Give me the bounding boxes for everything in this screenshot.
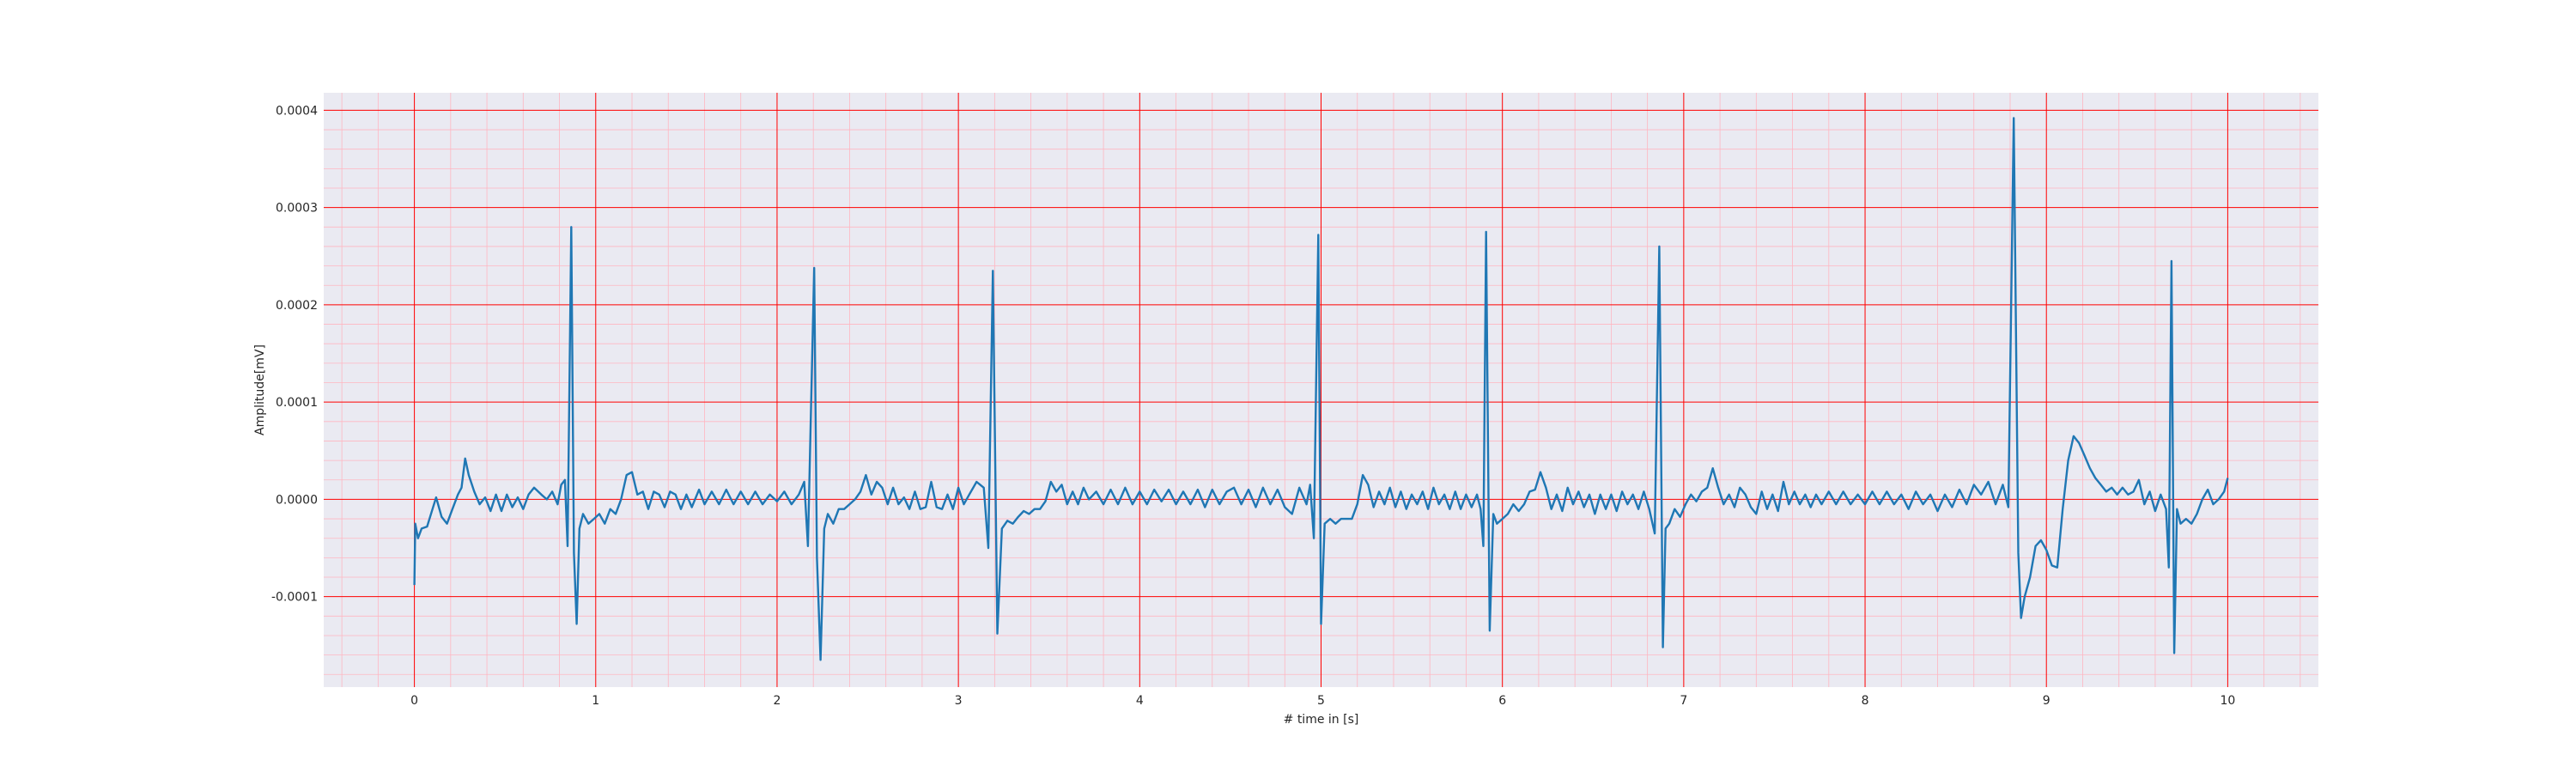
- x-tick-label: 10: [2220, 694, 2235, 708]
- y-tick-label: 0.0001: [276, 396, 318, 410]
- x-tick-label: 0: [410, 694, 418, 708]
- x-tick-label: 7: [1680, 694, 1687, 708]
- x-tick-label: 3: [955, 694, 963, 708]
- y-axis-ticks: -0.0001 0.0000 0.0001 0.0002 0.0003 0.0004: [271, 104, 318, 604]
- x-tick-label: 9: [2043, 694, 2050, 708]
- x-axis-ticks: 0 1 2 3 4 5 6 7 8 9 10: [410, 694, 2235, 708]
- y-tick-label: 0.0004: [276, 104, 318, 118]
- x-tick-label: 5: [1317, 694, 1325, 708]
- x-tick-label: 1: [592, 694, 599, 708]
- y-tick-label: -0.0001: [271, 591, 318, 605]
- x-tick-label: 4: [1136, 694, 1144, 708]
- y-tick-label: 0.0003: [276, 202, 318, 216]
- x-tick-label: 2: [773, 694, 781, 708]
- y-tick-label: 0.0000: [276, 493, 318, 507]
- x-axis-label: # time in [s]: [1284, 713, 1359, 727]
- x-tick-label: 8: [1862, 694, 1869, 708]
- y-axis-label: Amplitude[mV]: [253, 344, 267, 435]
- y-tick-label: 0.0002: [276, 299, 318, 313]
- signal-line: [413, 117, 2229, 661]
- x-tick-label: 6: [1498, 694, 1506, 708]
